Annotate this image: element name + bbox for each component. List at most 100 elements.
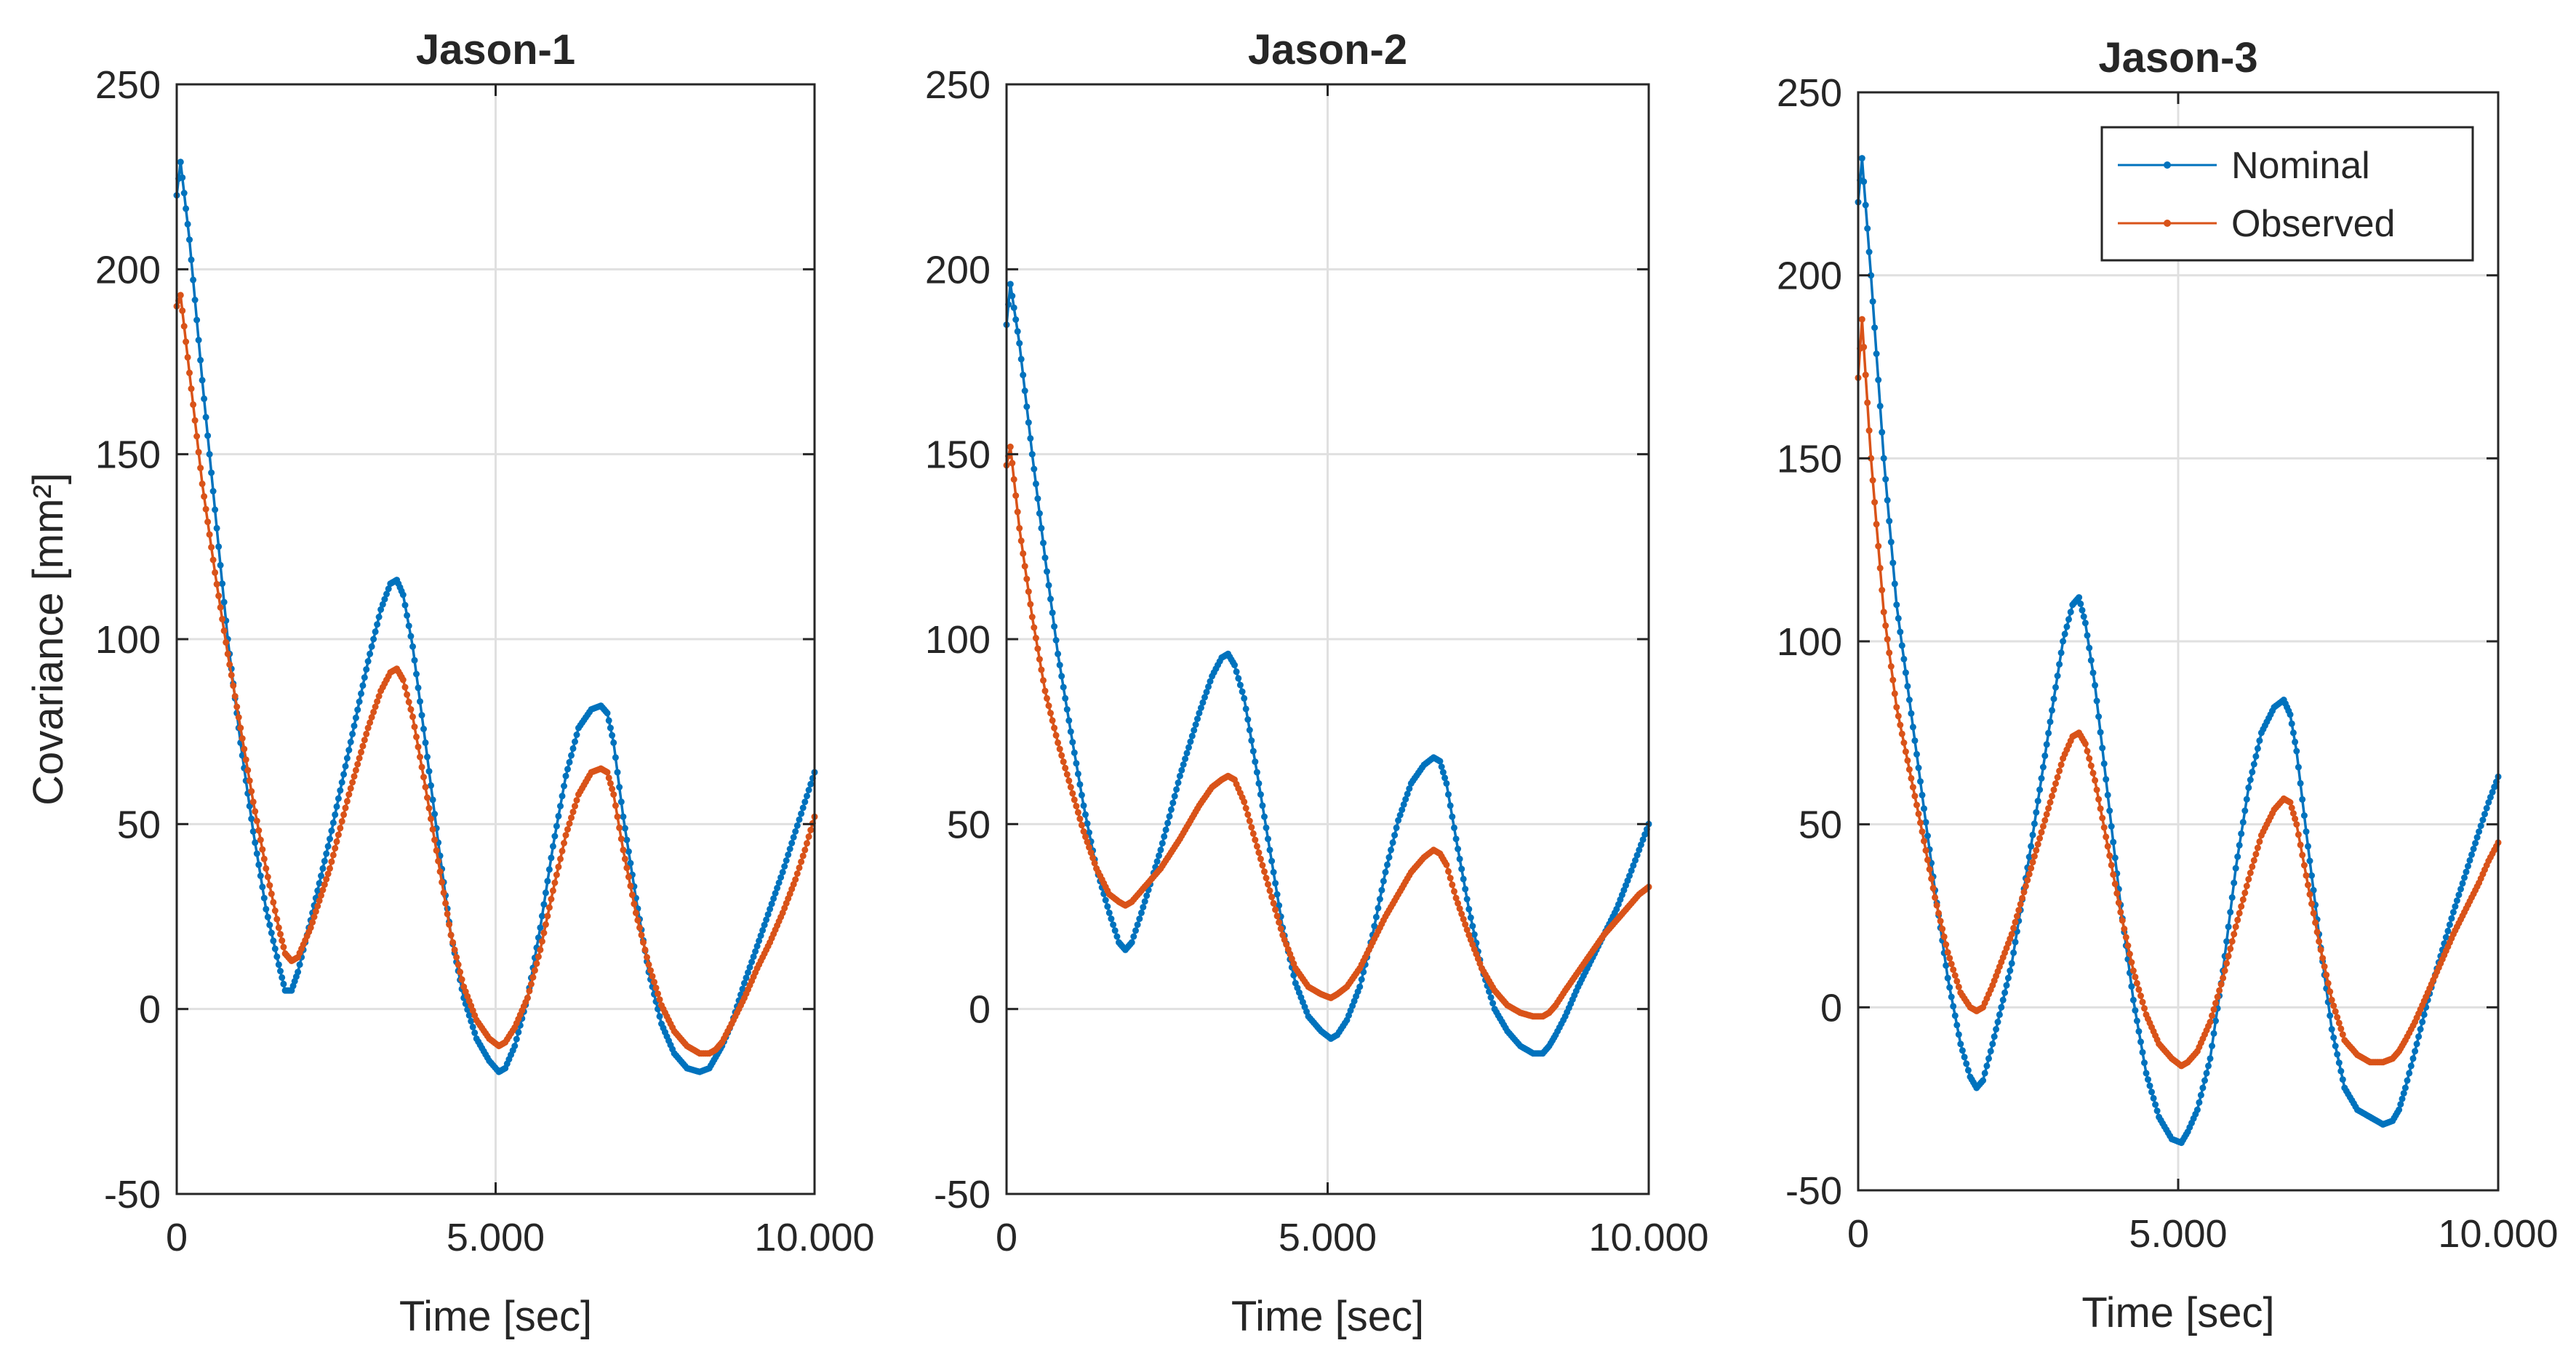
data-point-observed bbox=[609, 785, 616, 793]
data-point-nominal bbox=[295, 969, 302, 976]
data-point-nominal bbox=[405, 622, 412, 630]
data-point-observed bbox=[1073, 803, 1080, 810]
data-point-observed bbox=[1905, 766, 1913, 773]
data-point-nominal bbox=[314, 887, 321, 894]
data-point-nominal bbox=[511, 1043, 519, 1049]
data-point-nominal bbox=[2056, 661, 2063, 668]
data-point-nominal bbox=[2111, 854, 2119, 862]
data-point-observed bbox=[636, 924, 643, 931]
data-point-observed bbox=[634, 917, 641, 924]
data-point-nominal bbox=[2287, 711, 2294, 718]
data-point-nominal bbox=[1192, 721, 1199, 728]
data-point-nominal bbox=[2308, 872, 2315, 879]
y-tick-label: 200 bbox=[1777, 254, 1842, 298]
data-point-observed bbox=[401, 683, 409, 691]
data-point-nominal bbox=[411, 657, 418, 664]
data-point-nominal bbox=[1358, 976, 1365, 983]
data-point-observed bbox=[2119, 917, 2126, 924]
data-point-nominal bbox=[2065, 616, 2072, 623]
data-point-nominal bbox=[1460, 875, 1467, 883]
data-point-nominal bbox=[1191, 726, 1198, 734]
data-point-nominal bbox=[1197, 705, 1204, 711]
data-point-nominal bbox=[2249, 769, 2256, 776]
data-point-observed bbox=[2216, 987, 2223, 994]
data-point-observed bbox=[375, 693, 383, 699]
data-point-nominal bbox=[548, 854, 555, 862]
data-point-observed bbox=[2093, 786, 2100, 793]
y-tick-label: -50 bbox=[1785, 1169, 1842, 1213]
data-point-nominal bbox=[1143, 892, 1151, 899]
data-point-observed bbox=[183, 338, 190, 345]
data-point-nominal bbox=[1166, 813, 1173, 820]
data-point-observed bbox=[2303, 872, 2310, 879]
data-point-nominal bbox=[2193, 1106, 2201, 1113]
data-point-nominal bbox=[2453, 897, 2460, 905]
data-point-observed bbox=[337, 825, 344, 832]
chart-title: Jason-2 bbox=[1248, 26, 1407, 73]
legend-nominal-marker bbox=[2164, 161, 2171, 169]
data-point-nominal bbox=[1027, 435, 1034, 442]
data-point-nominal bbox=[399, 591, 407, 598]
data-point-nominal bbox=[2245, 784, 2252, 791]
data-point-nominal bbox=[420, 726, 427, 732]
data-point-observed bbox=[2212, 1000, 2219, 1007]
data-point-observed bbox=[1270, 899, 1277, 907]
data-point-nominal bbox=[1017, 356, 1025, 363]
data-point-nominal bbox=[1393, 824, 1400, 831]
data-point-observed bbox=[190, 401, 197, 408]
data-point-observed bbox=[442, 899, 449, 907]
data-point-nominal bbox=[1036, 510, 1043, 517]
data-point-nominal bbox=[2087, 657, 2095, 664]
data-point-observed bbox=[533, 960, 540, 967]
data-point-nominal bbox=[2084, 632, 2091, 639]
data-point-nominal bbox=[2199, 1084, 2207, 1091]
data-point-observed bbox=[1939, 926, 1946, 932]
data-point-observed bbox=[535, 953, 542, 961]
data-point-observed bbox=[2013, 913, 2020, 920]
data-point-nominal bbox=[798, 810, 805, 817]
data-point-observed bbox=[1871, 499, 1879, 506]
data-point-observed bbox=[188, 385, 195, 393]
data-point-observed bbox=[1087, 849, 1095, 857]
data-point-nominal bbox=[796, 816, 803, 823]
data-point-nominal bbox=[573, 731, 580, 738]
data-point-nominal bbox=[1171, 793, 1178, 800]
data-point-observed bbox=[223, 638, 230, 646]
data-point-nominal bbox=[2201, 1077, 2208, 1084]
x-tick-label: 5.000 bbox=[447, 1216, 545, 1259]
data-point-observed bbox=[323, 875, 330, 883]
data-point-nominal bbox=[2223, 938, 2231, 945]
data-point-nominal bbox=[2238, 830, 2245, 838]
data-point-nominal bbox=[1268, 857, 1276, 865]
data-point-nominal bbox=[1156, 852, 1162, 859]
data-point-observed bbox=[177, 292, 184, 299]
data-point-observed bbox=[1082, 833, 1089, 841]
data-point-observed bbox=[319, 886, 327, 894]
data-point-observed bbox=[2227, 945, 2234, 953]
data-point-nominal bbox=[1020, 372, 1027, 379]
data-point-observed bbox=[2209, 1012, 2215, 1019]
data-point-observed bbox=[1273, 913, 1281, 920]
data-point-observed bbox=[1900, 739, 1908, 746]
data-point-observed bbox=[2300, 862, 2308, 869]
y-tick-label: 250 bbox=[925, 63, 991, 107]
data-point-observed bbox=[1009, 460, 1016, 467]
data-point-observed bbox=[1948, 961, 1955, 968]
data-point-nominal bbox=[1637, 841, 1644, 849]
data-point-nominal bbox=[279, 974, 286, 981]
data-point-nominal bbox=[2407, 1062, 2415, 1070]
data-point-nominal bbox=[2491, 783, 2498, 790]
data-point-nominal bbox=[1062, 694, 1069, 702]
data-point-nominal bbox=[253, 850, 260, 857]
data-point-nominal bbox=[1248, 737, 1255, 744]
data-point-nominal bbox=[1136, 915, 1143, 923]
data-point-nominal bbox=[465, 1011, 473, 1019]
data-point-observed bbox=[425, 805, 433, 811]
data-point-nominal bbox=[1188, 732, 1196, 739]
data-point-observed bbox=[2028, 865, 2035, 872]
data-point-observed bbox=[260, 855, 268, 862]
data-point-observed bbox=[433, 847, 440, 854]
data-point-nominal bbox=[2036, 786, 2044, 793]
data-point-observed bbox=[2289, 810, 2297, 817]
data-point-observed bbox=[1917, 819, 1924, 826]
